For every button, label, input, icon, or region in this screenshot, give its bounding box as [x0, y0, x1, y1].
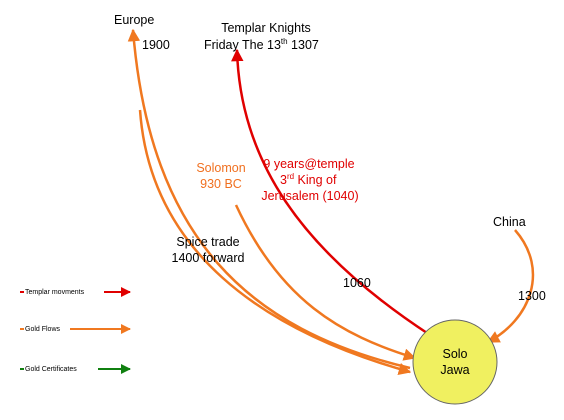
legend-bg — [24, 324, 70, 334]
year-label: 1900 — [142, 38, 170, 52]
superscript: th — [281, 37, 288, 46]
superscript: rd — [287, 172, 294, 181]
text-part: Friday The 13 — [204, 38, 281, 52]
legend-label: Templar movments — [25, 289, 85, 296]
legend-bg — [24, 364, 98, 374]
flow-to-europe — [127, 28, 411, 370]
china-label: China — [493, 215, 526, 229]
legend-label: Gold Flows — [25, 326, 61, 333]
text-part: 3 — [280, 173, 287, 187]
solomon-label: 930 BC — [200, 177, 242, 191]
solomon-label: Solomon — [196, 161, 245, 175]
hub-label: Jawa — [440, 363, 469, 377]
temple-label: Jerusalem (1040) — [261, 189, 358, 203]
templar-movement — [231, 48, 431, 337]
spice-label: Spice trade — [176, 235, 239, 249]
europe-label: Europe — [114, 13, 154, 27]
text-part: 1307 — [288, 38, 319, 52]
year-label: 1060 — [343, 276, 371, 290]
legend-label: Gold Certificates — [25, 366, 77, 373]
text-part: King of — [294, 173, 337, 187]
templar-label: Friday The 13th 1307 — [204, 37, 319, 52]
flow-solomon — [234, 204, 417, 361]
hub-label: Solo — [442, 347, 467, 361]
flow-europe-to-hub — [138, 109, 412, 375]
year-label: 1300 — [518, 289, 546, 303]
temple-label: 9 years@temple — [263, 157, 354, 171]
hub-circle — [412, 319, 498, 405]
temple-label: 3rd King of — [280, 172, 337, 187]
templar-label: Templar Knights — [221, 21, 311, 35]
flow-china — [486, 229, 535, 344]
spice-label: 1400 forward — [172, 251, 245, 265]
legend-bg — [24, 287, 104, 297]
